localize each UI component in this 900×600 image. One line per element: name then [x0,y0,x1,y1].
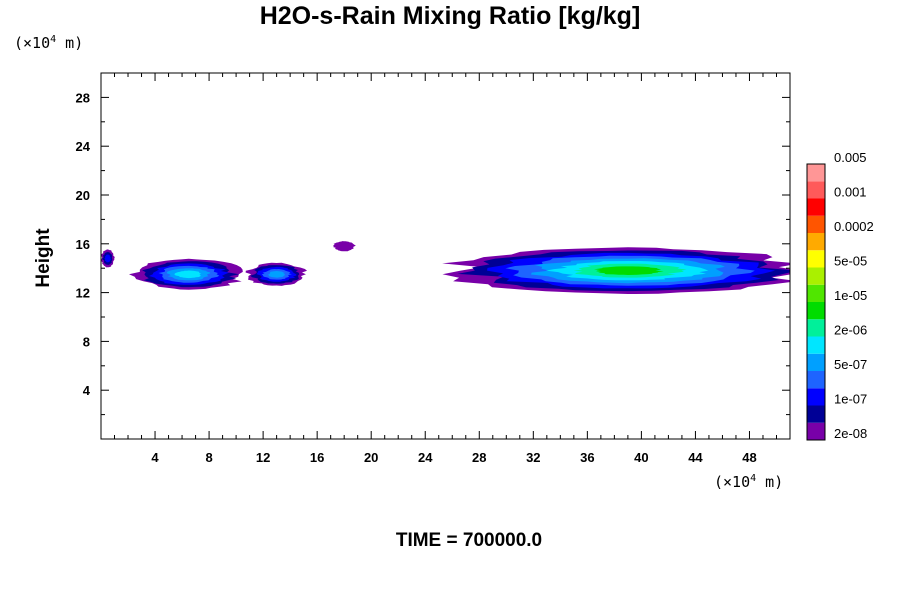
colorbar-swatch [807,233,825,251]
colorbar-label: 1e-05 [834,288,867,303]
time-label: TIME = 700000.0 [395,530,543,551]
x-tick-label: 28 [472,450,486,465]
x-tick-label: 36 [580,450,594,465]
contour-level [174,270,202,279]
x-tick-label: 4 [151,450,159,465]
y-tick-label: 20 [76,188,90,203]
colorbar-label: 2e-08 [834,426,867,441]
y-tick-label: 28 [76,90,90,105]
plot-frame [100,72,791,440]
contour-level [333,241,356,252]
colorbar-label: 5e-05 [834,253,867,268]
colorbar-label: 5e-07 [834,357,867,372]
y-tick-label: 8 [83,334,90,349]
colorbar-swatch [807,422,825,440]
y-tick-label: 12 [76,286,90,301]
x-tick-label: 48 [742,450,756,465]
x-tick-label: 24 [418,450,433,465]
colorbar-label: 0.0002 [834,219,874,234]
x-tick-label: 44 [688,450,703,465]
colorbar-swatch [807,353,825,371]
x-tick-label: 12 [256,450,270,465]
colorbar-swatch [807,267,825,285]
y-tick-label: 24 [76,139,91,154]
colorbar-swatch [807,284,825,302]
colorbar: 2e-08 1e-07 5e-07 2e-06 1e-05 5e-05 0.0002 0.00… [806,150,874,441]
cloud-region [245,262,307,286]
y-tick-label: 4 [83,383,91,398]
cloud-region [101,249,115,268]
colorbar-swatch [807,302,825,320]
y-tick-label: 16 [76,237,90,252]
contour-field [101,241,790,294]
x-tick-label: 32 [526,450,540,465]
x-tick-label: 40 [634,450,648,465]
contour-level [104,254,111,263]
y-unit-label: (×104 m) [14,34,83,52]
colorbar-swatch [807,388,825,406]
x-unit-exponent: 4 [750,473,756,484]
colorbar-swatch [807,250,825,268]
x-tick-label: 8 [205,450,212,465]
cloud-region [333,241,356,252]
colorbar-swatch [807,371,825,389]
contour-level [594,266,664,275]
y-axis-title: Height [33,228,54,288]
colorbar-label: 1e-07 [834,391,867,406]
chart-title: H2O-s-Rain Mixing Ratio [kg/kg] [259,2,641,30]
y-unit-exponent: 4 [50,34,56,45]
x-unit-label: (×104 m) [714,473,783,491]
colorbar-swatch [807,181,825,199]
colorbar-label: 2e-06 [834,322,867,337]
x-tick-label: 20 [364,450,378,465]
colorbar-label: 0.005 [834,150,867,165]
colorbar-swatch [807,319,825,337]
colorbar-swatch [807,336,825,354]
colorbar-frame [806,163,826,441]
colorbar-swatch [807,198,825,216]
contour-level [267,271,286,278]
cloud-region [129,258,243,290]
colorbar-swatch [807,405,825,423]
colorbar-swatch [807,164,825,182]
cloud-region [442,247,790,294]
colorbar-swatch [807,215,825,233]
colorbar-label: 0.001 [834,184,867,199]
x-tick-label: 16 [310,450,324,465]
